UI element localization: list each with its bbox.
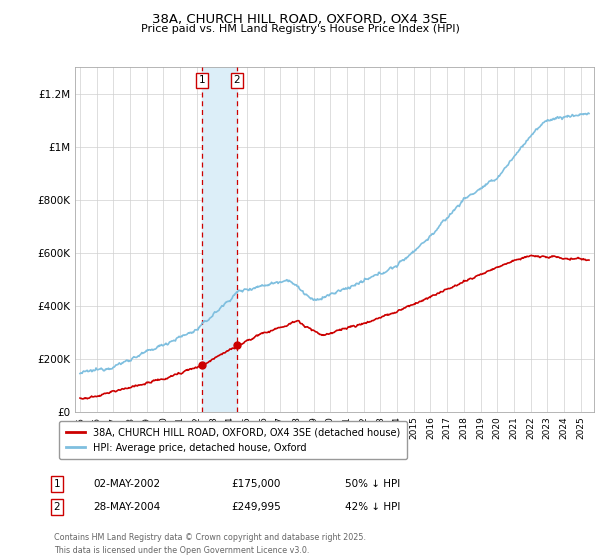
Text: 38A, CHURCH HILL ROAD, OXFORD, OX4 3SE: 38A, CHURCH HILL ROAD, OXFORD, OX4 3SE — [152, 12, 448, 26]
Text: 1: 1 — [53, 479, 61, 489]
Text: £175,000: £175,000 — [231, 479, 280, 489]
Legend: 38A, CHURCH HILL ROAD, OXFORD, OX4 3SE (detached house), HPI: Average price, det: 38A, CHURCH HILL ROAD, OXFORD, OX4 3SE (… — [59, 421, 407, 459]
Text: £249,995: £249,995 — [231, 502, 281, 512]
Text: 28-MAY-2004: 28-MAY-2004 — [93, 502, 160, 512]
Bar — [202, 67, 237, 412]
Text: Contains HM Land Registry data © Crown copyright and database right 2025.
This d: Contains HM Land Registry data © Crown c… — [54, 533, 366, 556]
Text: 2: 2 — [234, 76, 241, 86]
Text: Price paid vs. HM Land Registry's House Price Index (HPI): Price paid vs. HM Land Registry's House … — [140, 24, 460, 34]
Text: 1: 1 — [199, 76, 206, 86]
Text: 42% ↓ HPI: 42% ↓ HPI — [345, 502, 400, 512]
Text: 2: 2 — [53, 502, 61, 512]
Text: 50% ↓ HPI: 50% ↓ HPI — [345, 479, 400, 489]
Text: 02-MAY-2002: 02-MAY-2002 — [93, 479, 160, 489]
